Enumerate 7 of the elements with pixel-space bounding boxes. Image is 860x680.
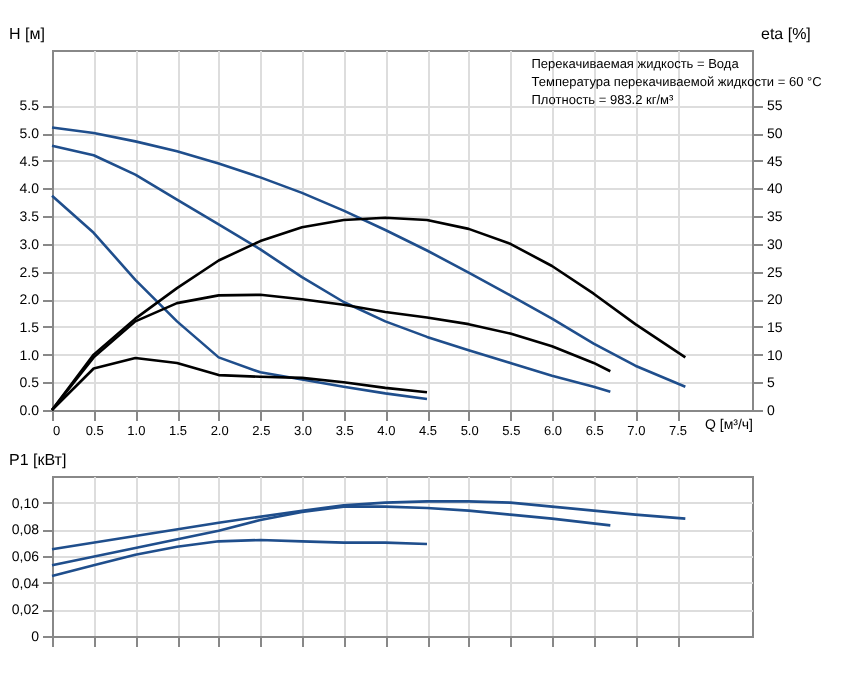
line-series	[50, 538, 429, 578]
y2-axis-title: eta [%]	[761, 25, 811, 43]
y-axis-title: H [м]	[9, 25, 45, 43]
line-series	[50, 144, 612, 394]
line-series	[50, 194, 429, 401]
line-series	[50, 126, 687, 389]
y-axis-title: P1 [кВт]	[9, 451, 67, 469]
